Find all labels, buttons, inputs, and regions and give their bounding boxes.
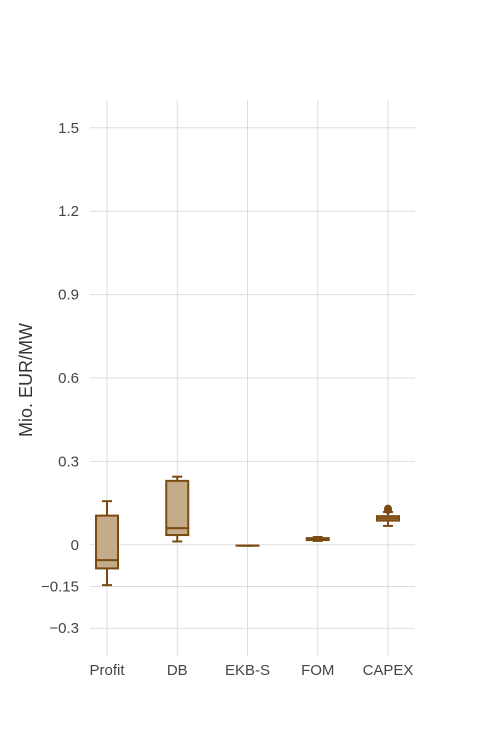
y-tick-label: −0.3 [49, 620, 79, 637]
box-body [165, 479, 190, 537]
box-body [95, 514, 119, 570]
y-tick-label: 0.3 [58, 453, 79, 470]
y-tick-label: 0 [71, 537, 79, 554]
box-fom [305, 536, 330, 542]
box-series [95, 475, 400, 587]
y-tick-labels: −0.3 −0.15 0 0.3 0.6 0.9 1.2 1.5 [41, 120, 79, 637]
x-tick-label: Profit [89, 662, 125, 679]
y-tick-label: 0.9 [58, 287, 79, 304]
box-db [165, 475, 190, 543]
box-capex [376, 504, 400, 527]
y-tick-label: 0.6 [58, 370, 79, 387]
x-tick-labels: Profit DB EKB-S FOM CAPEX [89, 662, 413, 679]
x-tick-label: CAPEX [363, 662, 414, 679]
y-tick-label: −0.15 [41, 579, 79, 596]
x-tick-label: EKB-S [225, 662, 270, 679]
y-gridlines [90, 127, 415, 629]
outlier-point [384, 506, 392, 515]
box-profit [95, 500, 119, 587]
x-tick-label: DB [167, 662, 188, 679]
y-tick-label: 1.5 [58, 120, 79, 137]
y-axis-title: Mio. EUR/MW [16, 323, 36, 437]
y-tick-label: 1.2 [58, 203, 79, 220]
x-tick-label: FOM [301, 662, 334, 679]
